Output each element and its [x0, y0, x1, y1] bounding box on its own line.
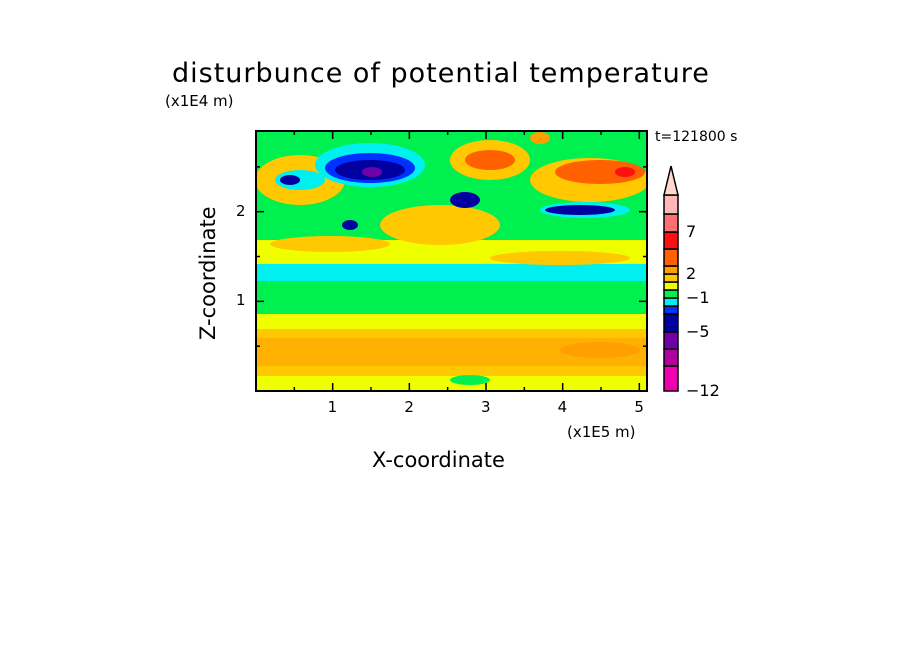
- x-axis-label: X-coordinate: [372, 448, 505, 472]
- y-tick-label: 2: [236, 201, 246, 220]
- colorbar-label: 2: [686, 264, 697, 283]
- colorbar-segment: [663, 331, 679, 350]
- x-tick-label: 1: [327, 398, 338, 416]
- colorbar-segment: [663, 313, 679, 333]
- x-tick-label: 5: [634, 398, 644, 416]
- colorbar-segment: [663, 194, 679, 215]
- x-ticks: [293, 131, 641, 391]
- colorbar-label: 7: [686, 222, 697, 241]
- colorbar-extend-triangle: [663, 165, 679, 196]
- colorbar-segment: [663, 365, 679, 392]
- colorbar-segment: [663, 213, 679, 233]
- x-tick-label: 2: [404, 398, 414, 416]
- colorbar-label: −1: [686, 288, 710, 307]
- y-scale-label: (x1E4 m): [165, 92, 234, 110]
- colorbar: [663, 165, 679, 392]
- chart-title: disturbunce of potential temperature: [172, 58, 710, 89]
- contour-field: [256, 131, 647, 391]
- y-tick-label: 1: [236, 291, 246, 310]
- x-tick-label: 4: [557, 398, 568, 416]
- colorbar-segment: [663, 273, 679, 283]
- colorbar-label: −5: [686, 322, 710, 341]
- colorbar-segment: [663, 231, 679, 250]
- colorbar-segment: [663, 348, 679, 367]
- colorbar-segment: [663, 305, 679, 315]
- colorbar-label: −12: [686, 381, 720, 400]
- x-tick-label: 3: [481, 398, 491, 416]
- y-ticks: [256, 166, 647, 347]
- plot-frame: [255, 130, 648, 392]
- colorbar-segment: [663, 265, 679, 275]
- colorbar-segment: [663, 281, 679, 291]
- colorbar-segment: [663, 248, 679, 267]
- x-scale-label: (x1E5 m): [567, 423, 636, 441]
- colorbar-segment: [663, 289, 679, 299]
- time-label: t=121800 s: [655, 129, 738, 145]
- colorbar-segment: [663, 297, 679, 307]
